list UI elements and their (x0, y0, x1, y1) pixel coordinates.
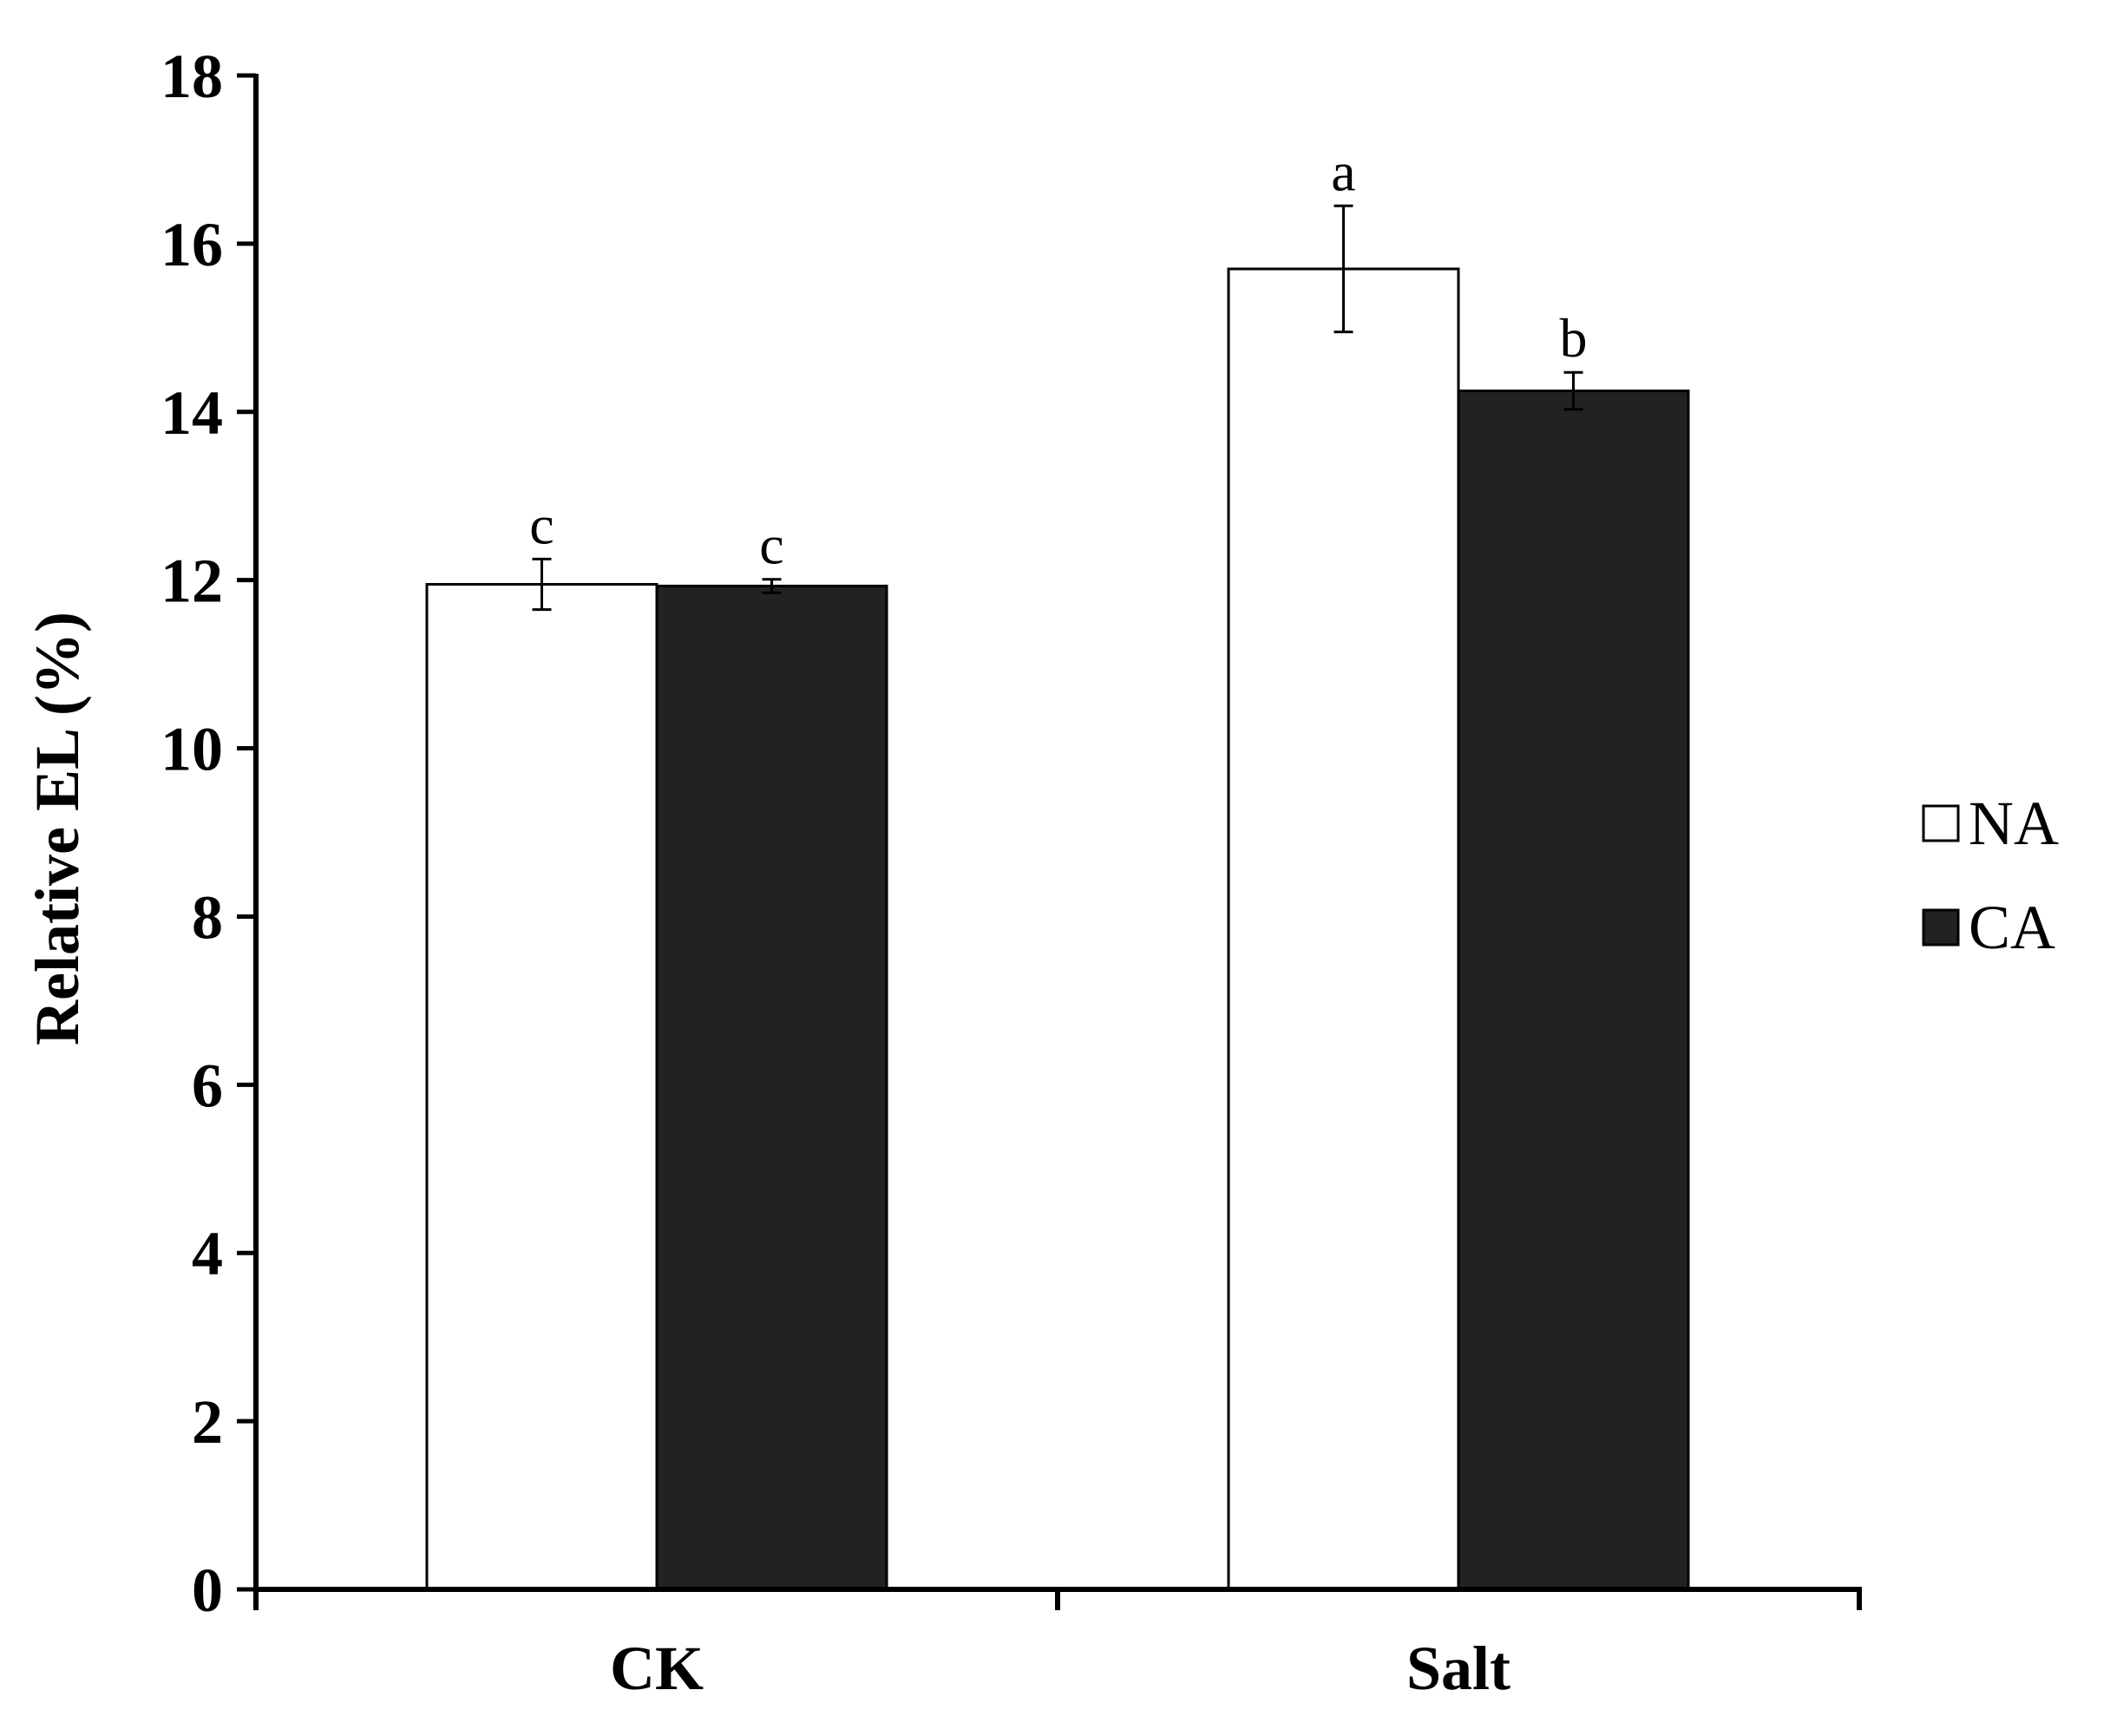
x-tick-label-ck: CK (610, 1634, 704, 1703)
y-tick-label: 2 (192, 1387, 223, 1457)
legend-swatch-na (1922, 804, 1960, 842)
y-tick-label: 16 (161, 210, 223, 279)
y-tick-label: 4 (192, 1219, 223, 1288)
y-axis-title: Relative EL (%) (23, 612, 92, 1045)
legend-label-ca: CA (1969, 893, 2055, 962)
y-tick-label: 0 (192, 1556, 223, 1625)
labels-layer: c c CK a b Salt 0 2 4 6 8 10 12 14 16 18 (161, 42, 1588, 1703)
significance-label-salt-ca: b (1560, 307, 1588, 369)
y-tick-label: 18 (161, 42, 223, 111)
y-tick-label: 10 (161, 715, 223, 784)
significance-label-ck-na: c (529, 494, 554, 555)
bar-salt-na (1227, 267, 1460, 1591)
error-bars-layer (532, 204, 1583, 612)
x-tick-label-salt: Salt (1406, 1634, 1510, 1703)
y-tick-label: 14 (161, 378, 223, 448)
legend-swatch-ca (1922, 908, 1960, 947)
y-tick-label: 12 (161, 547, 223, 616)
bar-ck-ca (655, 584, 888, 1591)
significance-label-ck-ca: c (759, 514, 783, 576)
y-tick-label: 8 (192, 882, 223, 952)
legend-label-na: NA (1969, 789, 2059, 858)
significance-label-salt-na: a (1331, 141, 1355, 202)
legend: NA CA (1922, 789, 2059, 962)
bar-ck-na (425, 583, 659, 1591)
axes-layer (237, 73, 1862, 1610)
bar-salt-ca (1457, 390, 1690, 1591)
y-tick-label: 6 (192, 1051, 223, 1120)
bars-layer (425, 267, 1690, 1591)
